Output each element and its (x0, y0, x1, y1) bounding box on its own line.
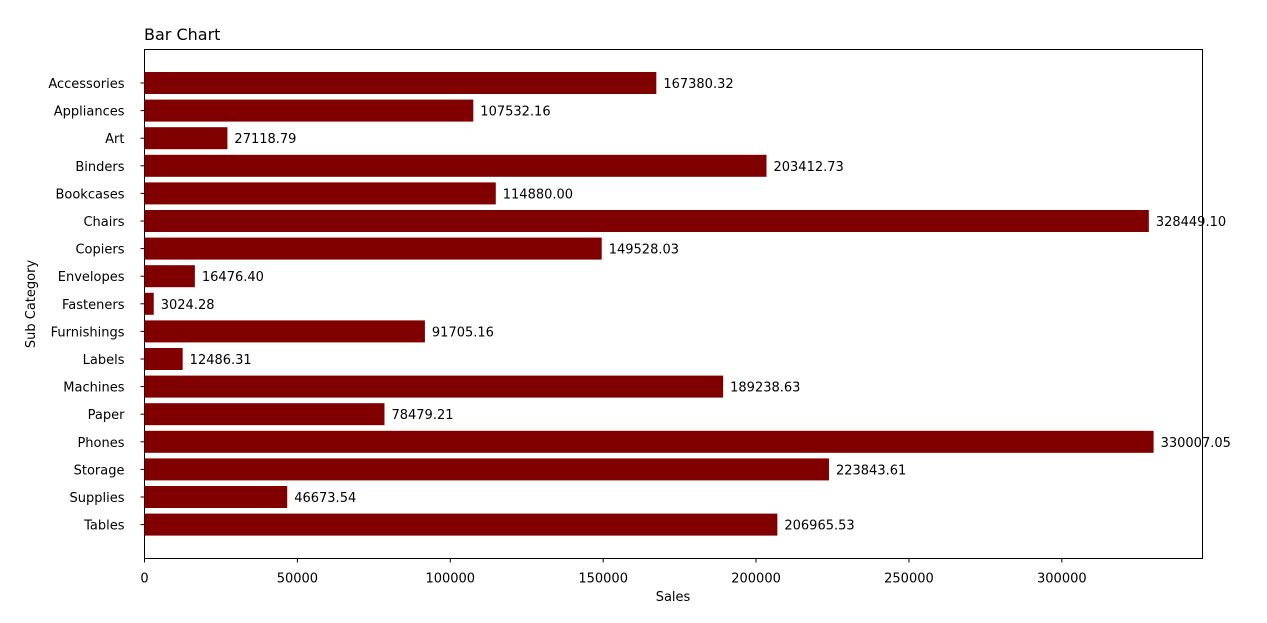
bar-paper (144, 403, 385, 426)
y-tick-label: Bookcases (55, 187, 124, 202)
bars-group (144, 72, 1154, 536)
value-labels: 167380.32 107532.16 27118.79 203412.73 11488… (161, 77, 1231, 534)
value-label: 91705.16 (432, 325, 494, 340)
bar-appliances (144, 99, 474, 122)
bar-furnishings (144, 320, 425, 343)
value-label: 78479.21 (391, 408, 453, 423)
bar-binders (144, 154, 767, 177)
value-label: 328449.10 (1156, 215, 1226, 230)
x-axis-label: Sales (656, 590, 691, 605)
bar-copiers (144, 237, 602, 260)
y-tick-label: Phones (77, 436, 124, 451)
chart-title: Bar Chart (144, 25, 220, 44)
y-tick-label: Storage (74, 463, 125, 478)
y-tick-label: Accessories (48, 77, 124, 92)
value-label: 114880.00 (503, 187, 573, 202)
x-tick-label: 250000 (884, 572, 934, 587)
value-label: 189238.63 (730, 381, 800, 396)
y-tick-label: Machines (63, 381, 124, 396)
y-tick-label: Furnishings (51, 325, 125, 340)
value-label: 223843.61 (836, 463, 906, 478)
value-label: 107532.16 (480, 105, 550, 120)
bar-supplies (144, 486, 288, 508)
value-label: 149528.03 (609, 243, 679, 258)
y-tick-label: Art (105, 132, 124, 147)
y-tick-label: Envelopes (58, 270, 125, 285)
bar-tables (144, 513, 778, 536)
bar-chairs (144, 210, 1149, 232)
plot-area (144, 49, 1203, 559)
value-label: 167380.32 (663, 77, 733, 92)
x-tick-label: 100000 (425, 572, 475, 587)
x-tick-label: 200000 (731, 572, 781, 587)
y-tick-label: Copiers (75, 243, 124, 258)
bar-accessories (144, 72, 657, 94)
bar-bookcases (144, 182, 496, 205)
y-tick-label: Appliances (54, 105, 125, 120)
y-tick-label: Tables (83, 519, 125, 534)
bar-machines (144, 375, 724, 398)
x-tick-label: 300000 (1037, 572, 1087, 587)
bar-phones (144, 430, 1154, 453)
x-axis-ticks: 0 50000 100000 150000 200000 250000 300000 (140, 558, 1087, 587)
value-label: 203412.73 (773, 160, 843, 175)
x-tick-label: 150000 (578, 572, 628, 587)
value-label: 3024.28 (161, 298, 215, 313)
value-label: 330007.05 (1161, 436, 1231, 451)
x-tick-label: 0 (140, 572, 148, 587)
y-tick-label: Labels (83, 353, 125, 368)
y-tick-labels: Accessories Appliances Art Binders Bookcases… (48, 77, 145, 534)
value-label: 206965.53 (784, 519, 854, 534)
y-tick-label: Binders (75, 160, 124, 175)
bar-storage (144, 458, 829, 481)
y-tick-label: Paper (88, 408, 125, 423)
value-label: 12486.31 (190, 353, 252, 368)
y-tick-label: Fasteners (62, 298, 125, 313)
x-tick-label: 50000 (277, 572, 318, 587)
bar-art (144, 127, 228, 150)
bar-envelopes (144, 265, 195, 288)
value-label: 27118.79 (234, 132, 296, 147)
y-tick-label: Chairs (83, 215, 124, 230)
bar-fasteners (144, 292, 154, 315)
bar-labels (144, 348, 183, 370)
y-axis-label: Sub Category (24, 260, 39, 349)
y-tick-label: Supplies (70, 491, 125, 506)
value-label: 46673.54 (294, 491, 356, 506)
value-label: 16476.40 (202, 270, 264, 285)
